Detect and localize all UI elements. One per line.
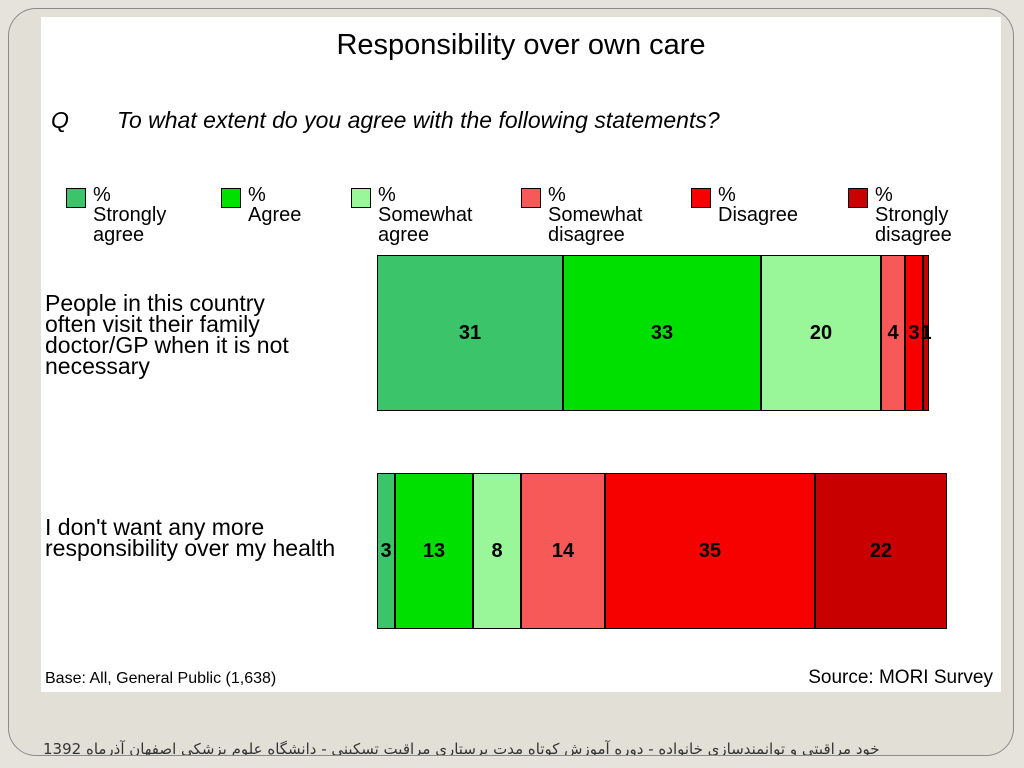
legend-swatch (521, 188, 541, 208)
data-label: 35 (698, 540, 722, 562)
bar-segment (881, 255, 905, 411)
question-prefix: Q (51, 107, 69, 133)
data-label: 13 (422, 540, 446, 562)
legend-swatch (351, 188, 371, 208)
chart-panel: Responsibility over own care Q To what ex… (41, 17, 1001, 692)
bar-segment (605, 473, 815, 629)
category-label: I don't want any more responsibility ove… (45, 514, 336, 561)
legend: % Strongly agree % Agree % Somewhat agree%… (66, 185, 1001, 245)
bar-segment (473, 473, 521, 629)
data-label: 20 (809, 322, 833, 344)
data-label: 22 (869, 540, 893, 562)
legend-label: % Strongly agree (93, 184, 167, 246)
legend-swatch (221, 188, 241, 208)
legend-label: % Strongly disagree (875, 184, 952, 246)
question-body: To what extent do you agree with the fol… (117, 107, 720, 133)
legend-label: % Disagree (718, 184, 799, 226)
data-label: 31 (458, 322, 482, 344)
bar-segment (905, 255, 923, 411)
legend-label: % Agree (248, 184, 302, 226)
legend-swatch (66, 188, 86, 208)
bar-segment (563, 255, 761, 411)
bar-segment (395, 473, 473, 629)
bar-segment (815, 473, 947, 629)
question-text: Q To what extent do you agree with the fo… (51, 107, 720, 134)
data-label: 8 (491, 540, 503, 562)
chart-title: Responsibility over own care (336, 29, 706, 61)
base-note: Base: All, General Public (1,638) (45, 670, 277, 687)
category-label: People in this country often visit their… (45, 290, 289, 379)
bar-segment (923, 255, 929, 411)
slide-footer: خود مراقبتی و توانمندسازی خانواده - دوره… (43, 740, 880, 756)
legend-label: % Somewhat disagree (548, 184, 643, 246)
bar-segment (377, 255, 563, 411)
data-label: 33 (650, 322, 674, 344)
data-label: 1 (920, 322, 932, 344)
legend-label: % Somewhat agree (378, 184, 473, 246)
legend-swatch (691, 188, 711, 208)
data-label: 3 (908, 322, 920, 344)
data-label: 4 (887, 322, 899, 344)
bar-segment (377, 473, 395, 629)
legend-swatch (848, 188, 868, 208)
bar-segment (521, 473, 605, 629)
data-label: 3 (380, 540, 392, 562)
source-note: Source: MORI Survey (808, 667, 993, 688)
bar-segment (761, 255, 881, 411)
data-label: 14 (551, 540, 575, 562)
slide-frame: Responsibility over own care Q To what ex… (8, 8, 1014, 756)
